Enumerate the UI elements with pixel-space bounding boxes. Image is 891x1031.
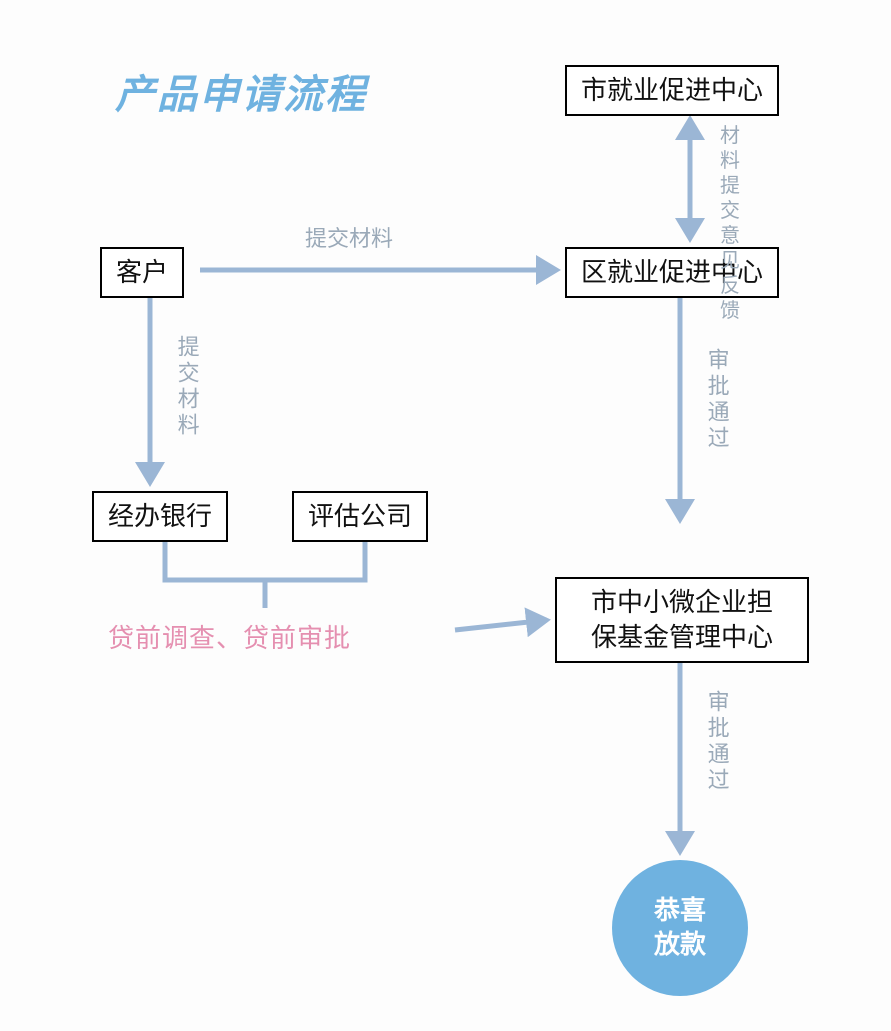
label-submit-materials-h: 提交材料	[305, 225, 393, 254]
node-city-employment-center: 市就业促进中心	[565, 65, 779, 116]
label-approval-pass-1: 审批通过	[702, 348, 731, 452]
node-sme-line1: 市中小微企业担	[591, 587, 773, 617]
node-end-congrats: 恭喜 放款	[612, 860, 748, 996]
node-bank: 经办银行	[92, 491, 228, 542]
label-material-feedback-text: 材料提交意见反馈	[720, 124, 744, 324]
node-sme-line2: 保基金管理中心	[591, 622, 773, 652]
edge-pink-to-sme	[455, 620, 547, 630]
end-line2: 放款	[654, 929, 706, 959]
diagram-title: 产品申请流程	[115, 62, 367, 120]
label-submit-materials-v: 提交材料	[172, 335, 201, 439]
node-sme-guarantee-fund: 市中小微企业担 保基金管理中心	[555, 577, 809, 663]
node-district-employment-center: 区就业促进中心	[565, 247, 779, 298]
node-appraisal-company: 评估公司	[292, 491, 428, 542]
edge-bank-appr-merge	[165, 537, 365, 608]
end-line1: 恭喜	[654, 895, 706, 925]
node-customer: 客户	[100, 247, 184, 298]
label-approval-pass-2: 审批通过	[702, 690, 731, 794]
label-pre-loan-investigation: 贷前调查、贷前审批	[108, 618, 351, 655]
label-material-feedback: 材料提交意见反馈	[720, 124, 744, 324]
flowchart-canvas: 产品申请流程 市就业促进中心 客户 区就业促进中心 经办银行 评估公司 市中小微…	[0, 0, 891, 1031]
